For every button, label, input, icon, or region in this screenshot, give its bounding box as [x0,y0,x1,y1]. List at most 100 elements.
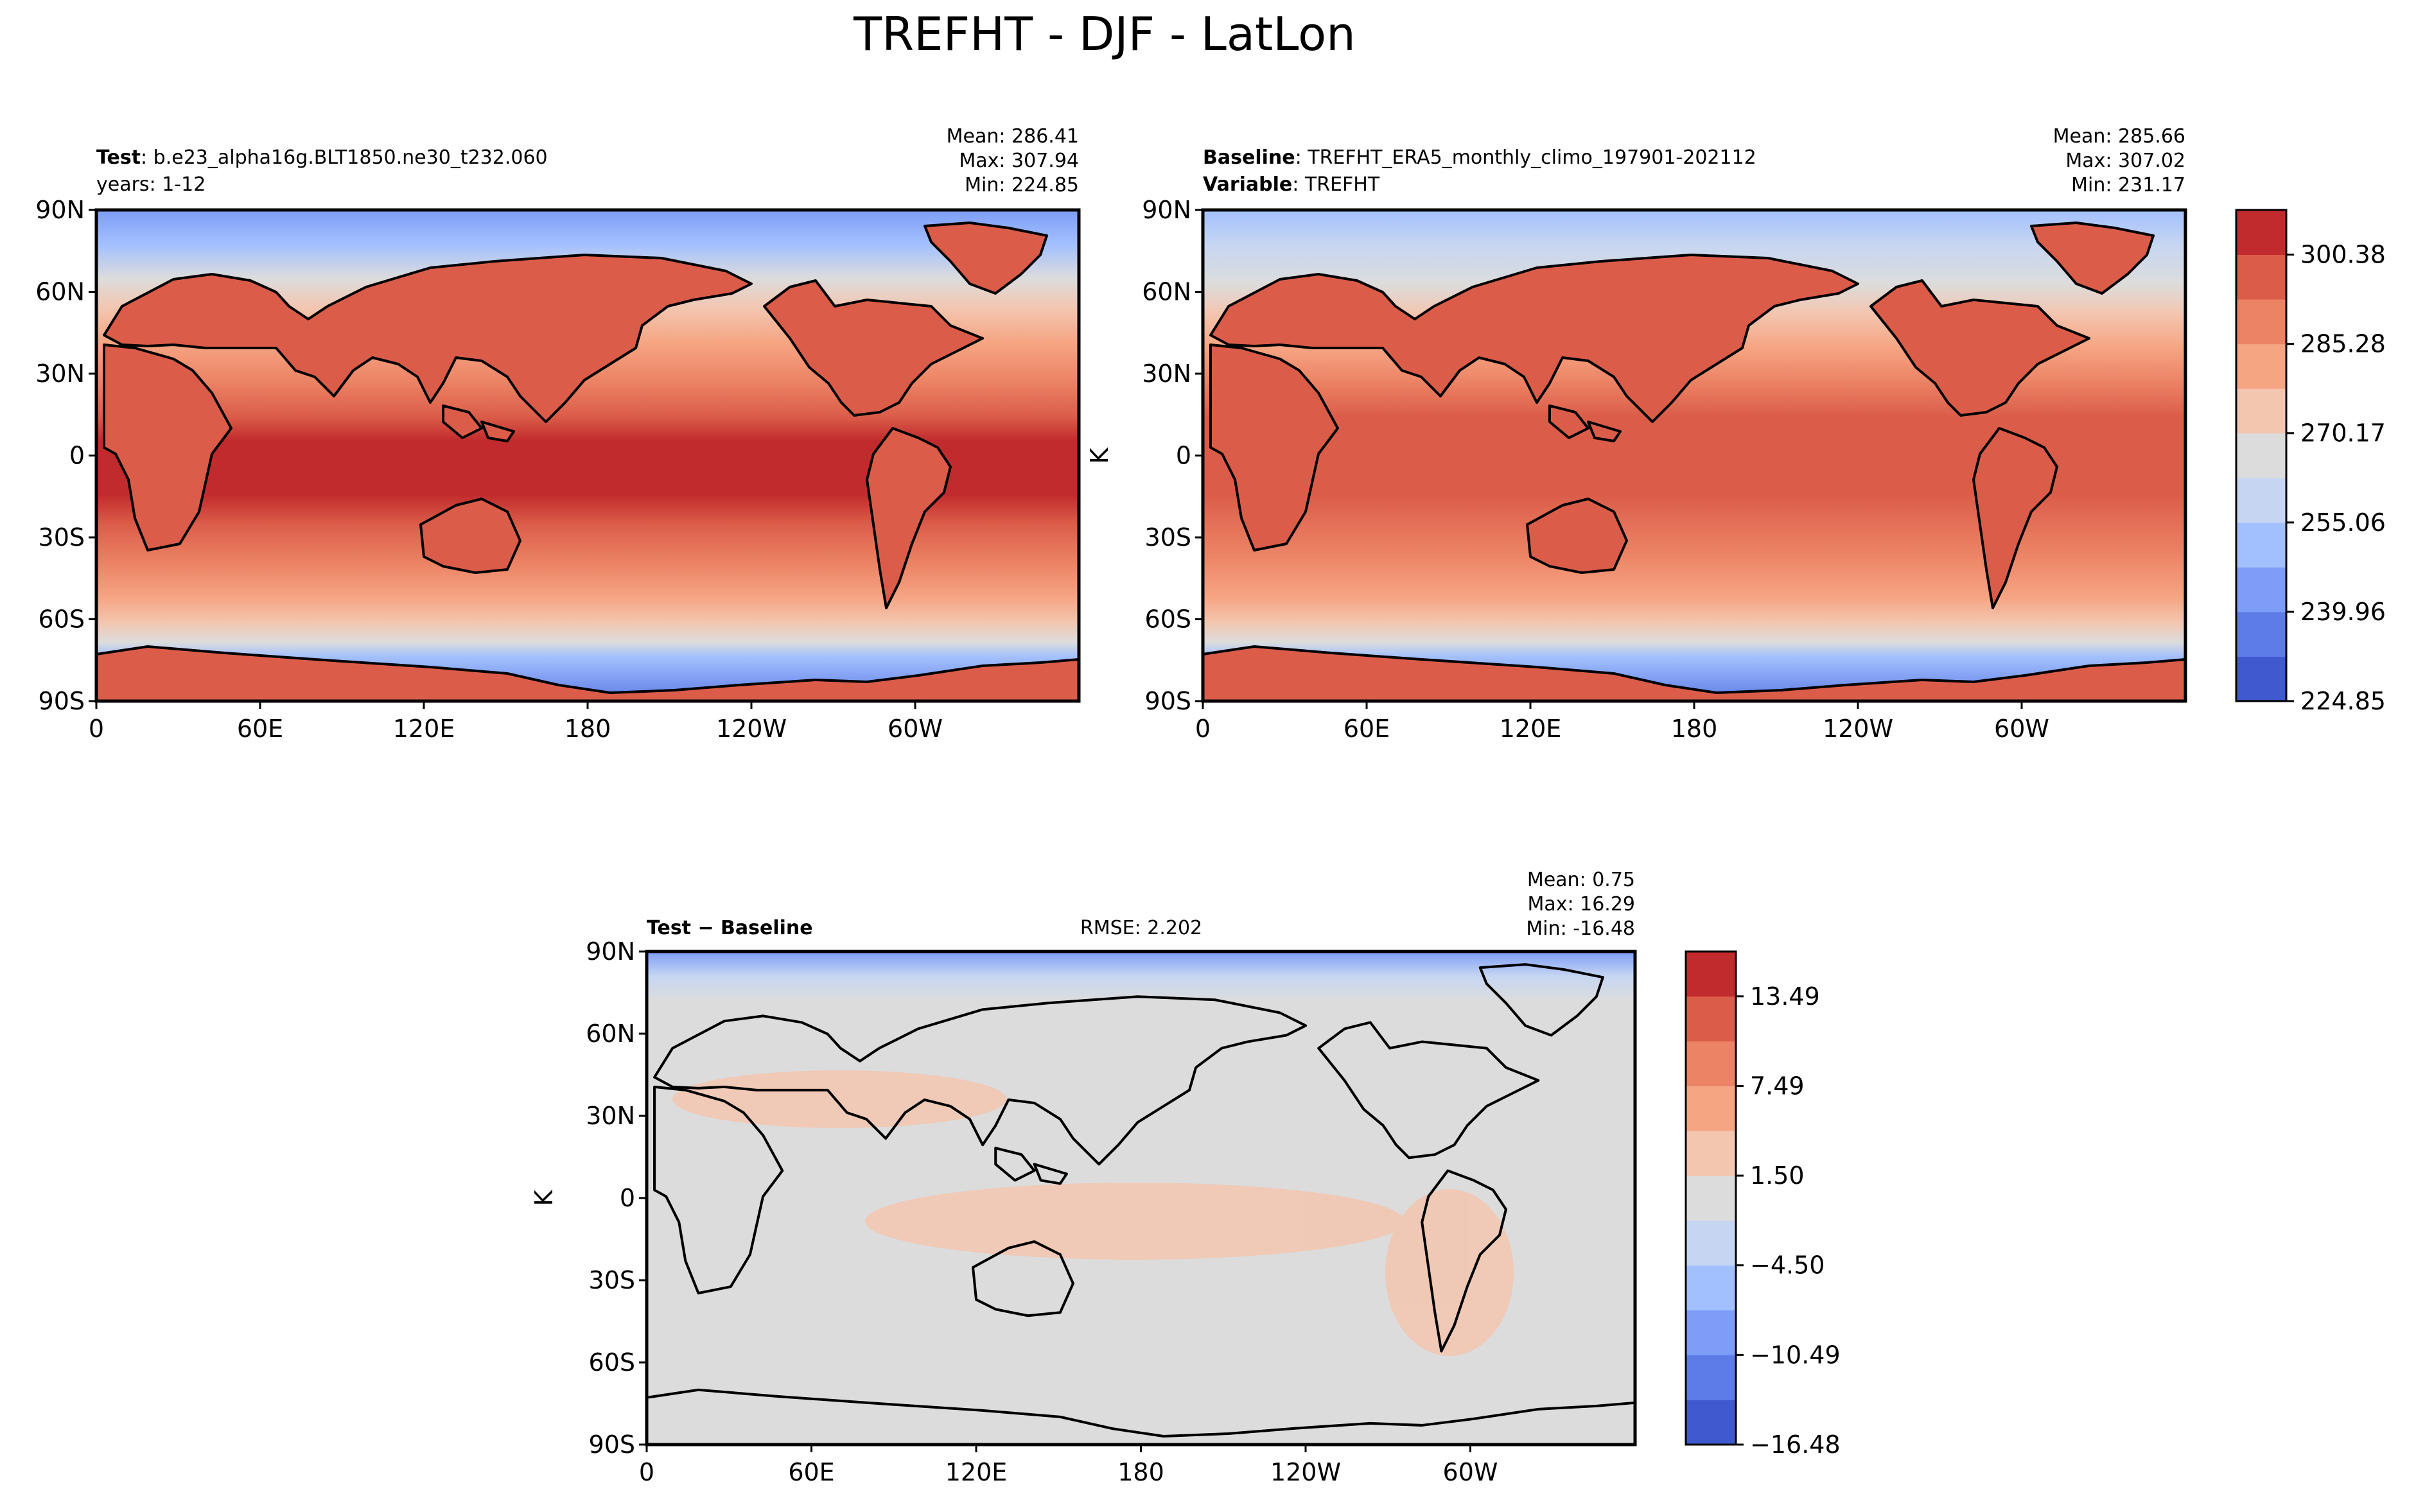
diff-colorbar-band [1686,1176,1736,1221]
baseline-lon-tick-label: 120W [1823,715,1893,743]
test-lat-tick-label: 30N [35,360,85,388]
baseline-lon-tick-label: 0 [1195,715,1211,743]
test-label-bold: Test [96,146,141,169]
diff-lat-tick-label: 90S [589,1430,635,1459]
diff-colorbar-band [1686,1355,1736,1400]
test-years: years: 1-12 [96,173,206,196]
abs-colorbar-band [2236,656,2286,702]
diff-warm-areas [672,1070,1514,1356]
test-lat-tick-label: 60N [35,278,85,306]
diff-lat-tick-label: 30S [589,1266,635,1294]
abs-colorbar-band [2236,567,2286,613]
test-max: Max: 307.94 [959,150,1079,172]
diff-min: Min: -16.48 [1526,917,1635,940]
test-lon-tick-label: 120E [393,715,455,743]
diff-colorbar-label: −4.50 [1750,1251,1825,1280]
diff-lat-tick-label: 60S [589,1348,635,1377]
diff-lat-tick-label: 30N [586,1102,635,1130]
diff-colorbar-band [1686,1265,1736,1311]
diff-rmse: RMSE: 2.202 [1080,917,1202,939]
abs-colorbar-label: 300.38 [2300,241,2386,269]
baseline-panel: Baseline: TREFHT_ERA5_monthly_climo_1979… [1085,125,2187,743]
abs-colorbar-band [2236,299,2286,345]
diff-colorbar-band [1686,1041,1736,1086]
abs-colorbar-band [2236,210,2286,256]
baseline-variable: Variable: TREFHT [1203,173,1380,196]
diff-label: Test − Baseline [647,917,813,939]
baseline-label-text: : TREFHT_ERA5_monthly_climo_197901-20211… [1295,146,1756,169]
diff-colorbar-band [1686,952,1736,997]
abs-colorbar-band [2236,611,2286,657]
diff-colorbar-frame [1685,950,1737,1446]
test-lat-tick-label: 0 [69,442,85,470]
test-panel: Test: b.e23_alpha16g.BLT1850.ne30_t232.0… [35,125,1081,743]
diff-ylabel: K [530,1189,558,1206]
diff-lat-tick-label: 90N [586,937,635,966]
diff-colorbar-band [1686,1131,1736,1176]
test-lat-tick-label: 30S [39,523,85,552]
abs-colorbar-band [2236,343,2286,389]
baseline-lat-tick-label: 90S [1145,687,1191,715]
test-lat-tick-label: 90S [39,687,85,715]
test-lat-tick-label: 60S [39,605,85,634]
test-label-text: : b.e23_alpha16g.BLT1850.ne30_t232.060 [141,146,548,169]
diff-colorbar: 13.49 7.49 1.50 −4.50 −10.49 −16.48 [1685,950,1841,1459]
diff-colorbar-band [1686,996,1736,1042]
diff-colorbar-label: −16.48 [1750,1430,1841,1459]
diff-lon-tick-label: 120W [1270,1458,1341,1486]
baseline-lat-tick-label: 60S [1145,605,1191,634]
baseline-variable-bold: Variable [1203,173,1292,196]
diff-max: Max: 16.29 [1527,893,1635,916]
diff-colorbar-band [1686,1310,1736,1355]
test-lon-tick-label: 180 [565,715,611,743]
baseline-min: Min: 231.17 [2071,174,2185,196]
test-map [94,208,1081,703]
abs-colorbar-label: 270.17 [2300,419,2386,448]
diff-lon-tick-label: 120E [945,1458,1008,1486]
diff-colorbar-band [1686,1086,1736,1131]
diff-lat-tick-label: 60N [586,1020,635,1048]
abs-colorbar-label: 239.96 [2300,598,2386,626]
baseline-map [1201,208,2187,703]
test-lon-tick-label: 60W [888,715,943,743]
baseline-mean: Mean: 285.66 [2053,125,2185,148]
test-lat-tick-label: 90N [35,196,85,224]
abs-colorbar-band [2236,522,2286,568]
abs-colorbar-frame [2235,209,2288,702]
diff-lon-tick-label: 180 [1117,1458,1164,1486]
abs-colorbar-label: 255.06 [2300,508,2386,537]
baseline-lat-tick-label: 0 [1176,442,1191,470]
diff-colorbar-label: 7.49 [1750,1072,1805,1100]
diff-colorbar-label: −10.49 [1750,1341,1841,1369]
diff-lon-tick-label: 60W [1443,1458,1498,1486]
abs-colorbar-label: 285.28 [2300,330,2386,358]
abs-colorbar-band [2236,433,2286,478]
baseline-lat-tick-label: 90N [1142,196,1191,224]
diff-colorbar-label: 13.49 [1750,982,1820,1011]
abs-colorbar-band [2236,478,2286,523]
test-mean: Mean: 286.41 [947,125,1079,148]
baseline-lon-tick-label: 120E [1500,715,1562,743]
abs-colorbar-label: 224.85 [2300,687,2386,715]
diff-colorbar-band [1686,1220,1736,1266]
diff-lat-tick-label: 0 [620,1184,635,1212]
test-lon-tick-label: 0 [89,715,104,743]
diff-lon-tick-label: 60E [788,1458,834,1486]
diff-map [645,950,1637,1447]
abs-colorbar: 300.38 285.28 270.17 255.06 239.96 224.85 [2235,209,2386,715]
abs-colorbar-band [2236,254,2286,300]
baseline-lat-tick-label: 30S [1145,523,1191,552]
baseline-variable-text: : TREFHT [1292,173,1380,196]
diff-colorbar-label: 1.50 [1750,1161,1805,1190]
baseline-label-bold: Baseline [1203,146,1295,169]
diff-lon-tick-label: 0 [639,1458,654,1486]
baseline-max: Max: 307.02 [2065,150,2185,172]
baseline-lon-tick-label: 180 [1671,715,1718,743]
test-label: Test: b.e23_alpha16g.BLT1850.ne30_t232.0… [96,146,548,169]
figure-title: TREFHT - DJF - LatLon [853,7,1356,61]
baseline-lat-tick-label: 30N [1142,360,1191,388]
diff-mean: Mean: 0.75 [1527,869,1635,891]
diff-panel: Test − Baseline RMSE: 2.202 Mean: 0.75 M… [530,869,1637,1486]
test-lon-tick-label: 120W [716,715,787,743]
